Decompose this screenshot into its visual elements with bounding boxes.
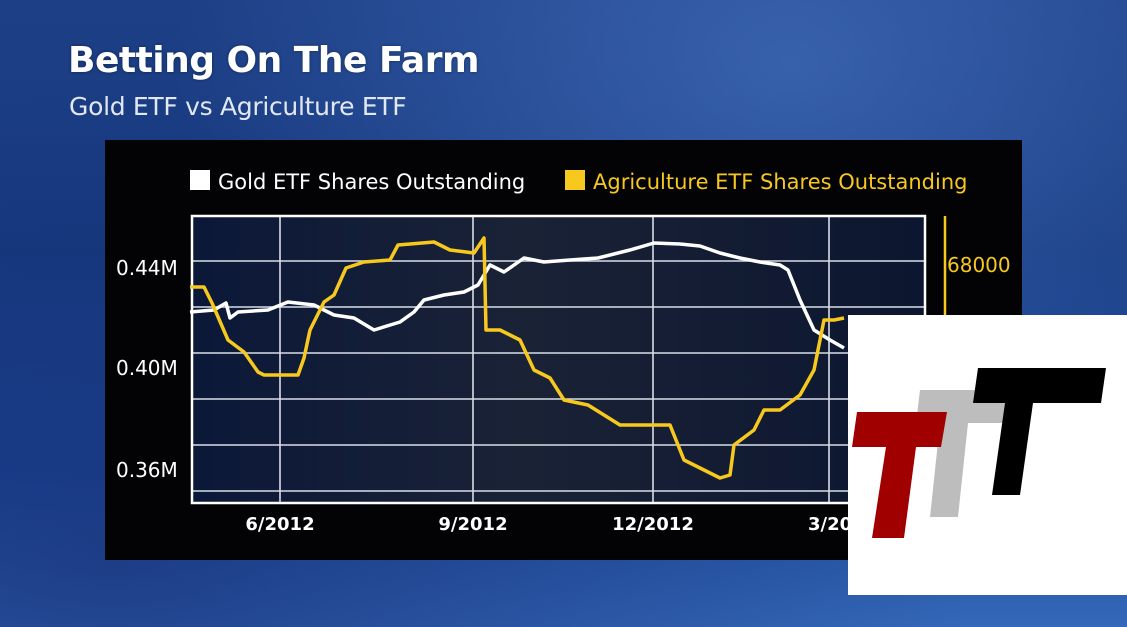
y-tick-label: 0.44M	[116, 256, 178, 280]
y-left-ticks: 0.44M 0.40M 0.36M	[116, 256, 178, 482]
logo-t-red	[852, 412, 947, 538]
y-tick-label: 0.40M	[116, 356, 178, 380]
legend-swatch-gold	[190, 170, 210, 190]
logo	[848, 315, 1127, 595]
legend-label-agriculture: Agriculture ETF Shares Outstanding	[593, 170, 967, 194]
x-tick-label: 6/2012	[245, 514, 314, 535]
gridlines	[190, 214, 947, 505]
legend-label-gold: Gold ETF Shares Outstanding	[218, 170, 525, 194]
x-tick-label: 3/20	[808, 514, 852, 535]
page-title: Betting On The Farm	[68, 40, 480, 81]
page-subtitle: Gold ETF vs Agriculture ETF	[69, 92, 407, 121]
y-tick-label: 0.36M	[116, 458, 178, 482]
legend: Gold ETF Shares Outstanding Agriculture …	[190, 170, 967, 194]
logo-t-black	[973, 368, 1106, 495]
y-right-tick-label: 68000	[947, 253, 1011, 277]
x-tick-label: 9/2012	[438, 514, 507, 535]
agriculture-etf-line	[190, 236, 845, 480]
legend-swatch-agriculture	[565, 170, 585, 190]
plot-background	[192, 216, 925, 503]
plot-area	[192, 216, 925, 503]
x-ticks: 6/2012 9/2012 12/2012 3/20	[245, 514, 852, 535]
x-tick-label: 12/2012	[612, 514, 694, 535]
series-lines	[189, 236, 845, 480]
gold-etf-line	[189, 241, 845, 350]
